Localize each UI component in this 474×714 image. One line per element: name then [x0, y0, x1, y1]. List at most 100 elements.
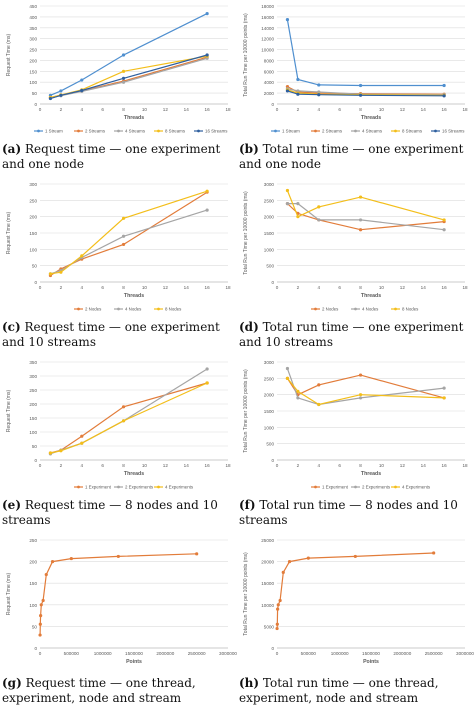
y-tick-label: 100	[29, 80, 37, 85]
legend-label: 16 Streams	[442, 129, 465, 134]
legend-label: 1 Experiment	[322, 485, 349, 490]
x-tick-label: 0	[276, 285, 279, 290]
legend-marker	[37, 129, 40, 133]
x-tick-label: 2000000	[393, 651, 411, 656]
y-tick-label: 250	[29, 198, 37, 203]
x-tick-label: 16	[205, 285, 211, 290]
data-point	[38, 633, 42, 637]
x-tick-label: 14	[184, 285, 190, 290]
caption-a-label: (a)	[2, 142, 22, 156]
legend-label: 16 Streams	[205, 129, 228, 134]
data-point	[121, 76, 126, 80]
data-point	[205, 381, 209, 385]
y-tick-label: 100	[29, 430, 37, 435]
data-point	[121, 242, 126, 247]
y-tick-label: 350	[29, 360, 37, 365]
x-tick-label: 8	[122, 463, 125, 468]
data-point	[442, 396, 446, 400]
chart-h: 0 5000 10000 15000 20000 25000 0 500000 1000000 1…	[243, 538, 474, 665]
caption-b-text: Total run time — one experiment and one …	[239, 142, 464, 171]
data-point	[80, 88, 84, 93]
y-tick-label: 0	[34, 102, 37, 107]
data-point	[39, 603, 43, 607]
y-tick-label: 150	[29, 581, 37, 586]
y-tick-label: 150	[29, 231, 37, 236]
data-point	[80, 78, 84, 82]
series-line-5	[50, 54, 208, 100]
data-point	[296, 215, 300, 219]
data-point	[121, 234, 126, 238]
data-point	[442, 386, 446, 390]
x-tick-label: 6	[101, 463, 104, 468]
y-tick-label: 0	[271, 646, 274, 651]
data-point	[205, 12, 209, 16]
data-point	[80, 254, 84, 258]
chart-g: 0 50 100 150 200 250 0 500000 1000000 1500000 2000…	[6, 538, 237, 665]
x-tick-label: 0	[39, 463, 42, 468]
x-tick-label: 2500000	[188, 651, 206, 656]
x-tick-label: 4	[80, 463, 83, 468]
legend-label: 2 Experiments	[125, 485, 154, 490]
caption-a-text: Request time — one experiment and one no…	[2, 142, 221, 171]
x-tick-label: 14	[184, 463, 190, 468]
legend-label: 4 Nodes	[125, 307, 142, 312]
data-point	[116, 554, 120, 559]
x-tick-label: 12	[163, 107, 169, 112]
x-tick-label: 0	[39, 285, 42, 290]
y-tick-label: 4000	[264, 80, 275, 85]
data-point	[306, 556, 310, 560]
y-tick-label: 1000	[264, 425, 275, 430]
y-axis-title: Request Time (ms)	[6, 390, 12, 433]
legend-label: 2 Nodes	[85, 307, 102, 312]
y-tick-label: 200	[29, 58, 37, 63]
caption-c-text: Request time — one experiment and 10 str…	[2, 320, 220, 349]
y-tick-label: 3000	[264, 360, 275, 365]
y-tick-label: 300	[29, 182, 37, 187]
y-tick-label: 0	[271, 458, 274, 463]
y-tick-label: 10000	[261, 48, 274, 53]
panel-c: 0 50 100 150 200 250 300 0 2 4 6 8 10 12 14 16 18 Threads…	[0, 178, 237, 356]
y-tick-label: 1500	[264, 231, 275, 236]
panel-g: 0 50 100 150 200 250 0 500000 1000000 1500000 2000…	[0, 534, 237, 714]
x-tick-label: 14	[421, 463, 427, 468]
data-point	[296, 92, 300, 96]
data-point	[285, 366, 290, 371]
legend-marker	[77, 129, 80, 133]
x-tick-label: 6	[338, 107, 341, 112]
x-axis-title: Points	[126, 659, 142, 665]
data-point	[287, 560, 292, 564]
legend-marker	[394, 307, 397, 311]
x-tick-label: 18	[225, 285, 231, 290]
chart-b: 0200040006000800010000120001400016000180…	[243, 4, 468, 134]
x-tick-label: 2	[60, 463, 63, 468]
x-axis-title: Threads	[124, 471, 144, 477]
x-tick-label: 1000000	[94, 651, 112, 656]
legend-label: 2 Nodes	[322, 307, 339, 312]
caption-d-text: Total run time — one experiment and 10 s…	[239, 320, 464, 349]
legend-marker	[197, 129, 200, 133]
x-tick-label: 18	[462, 285, 468, 290]
y-tick-label: 2000	[264, 393, 275, 398]
y-tick-label: 500	[266, 442, 274, 447]
legend-marker	[157, 307, 160, 311]
x-tick-label: 2	[60, 285, 63, 290]
chart-d: 0 500 1000 1500 2000 2500 3000 0 2 4 6 8 10 12 14 16 18 T…	[243, 182, 468, 312]
y-tick-label: 400	[29, 15, 37, 20]
y-tick-label: 5000	[264, 624, 275, 629]
legend-label: 8 Streams	[402, 129, 423, 134]
chart-f-plot: 0 500 1000 1500 2000 2500 3000 0 2 4 6 8 10 12 14 16 18 T…	[243, 360, 468, 490]
x-tick-label: 4	[317, 463, 320, 468]
legend-marker	[314, 485, 317, 489]
chart-h-plot: 0 5000 10000 15000 20000 25000 0 500000 1000000 1…	[243, 538, 474, 665]
chart-c-plot: 0 50 100 150 200 250 300 0 2 4 6 8 10 12 14 16 18 Threads…	[6, 182, 231, 312]
x-tick-label: 8	[359, 463, 362, 468]
legend-label: 4 Experiments	[402, 485, 431, 490]
y-tick-label: 50	[32, 624, 38, 629]
x-tick-label: 6	[101, 285, 104, 290]
legend-label: 4 Streams	[362, 129, 383, 134]
caption-g: (g) Request time — one thread, experimen…	[2, 676, 234, 706]
x-tick-label: 16	[442, 107, 448, 112]
caption-f: (f) Total run time — 8 nodes and 10 stre…	[239, 498, 471, 528]
x-axis-title: Threads	[124, 115, 144, 121]
caption-e: (e) Request time — 8 nodes and 10 stream…	[2, 498, 234, 528]
